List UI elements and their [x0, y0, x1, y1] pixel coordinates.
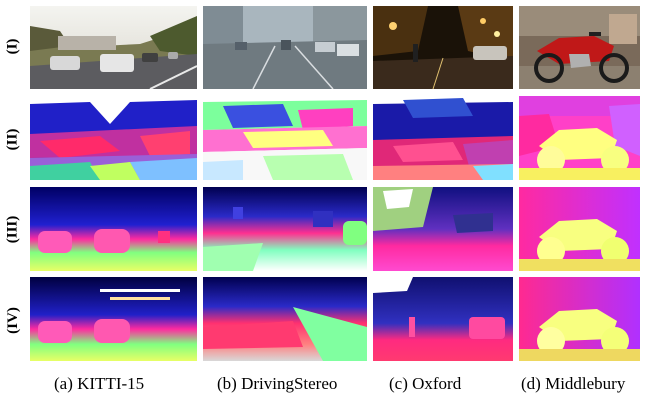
middlebury-disparity-map-3: [519, 187, 640, 271]
row-label-2: (II): [4, 128, 21, 150]
drivingstereo-disparity-map-3: [203, 187, 367, 271]
caption-oxford: (c) Oxford: [389, 374, 462, 393]
middlebury-error-map: [519, 96, 640, 180]
kitti-disparity-map-3: [30, 187, 197, 271]
caption-kitti-15: (a) KITTI-15: [54, 374, 145, 393]
middlebury-input-image: [519, 6, 640, 89]
kitti-input-image: [30, 6, 197, 89]
oxford-input-image: [373, 6, 513, 89]
row-label-4: (IV): [4, 306, 21, 334]
caption-middlebury: (d) Middlebury: [521, 374, 626, 393]
kitti-disparity-map-4: [30, 277, 197, 361]
row-label-1: (I): [4, 38, 21, 54]
drivingstereo-error-map: [203, 96, 367, 180]
drivingstereo-input-image: [203, 6, 367, 89]
caption-drivingstereo: (b) DrivingStereo: [217, 374, 338, 393]
middlebury-disparity-map-4: [519, 277, 640, 361]
kitti-error-map: [30, 96, 197, 180]
oxford-disparity-map-3: [373, 187, 513, 271]
row-label-3: (III): [4, 215, 21, 243]
drivingstereo-disparity-map-4: [203, 277, 367, 361]
oxford-error-map: [373, 96, 513, 180]
oxford-disparity-map-4: [373, 277, 513, 361]
